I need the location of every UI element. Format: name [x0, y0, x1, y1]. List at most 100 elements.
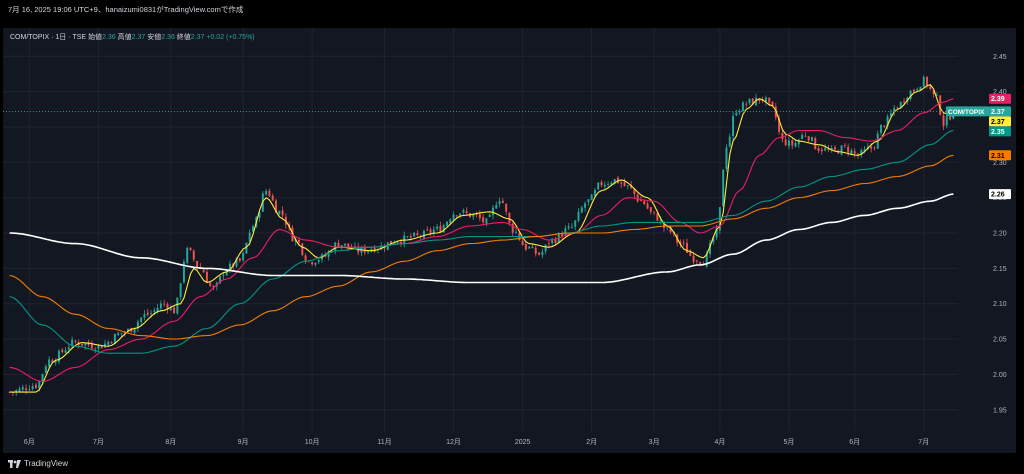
candle-body [94, 349, 97, 351]
x-tick-label: 2月 [586, 438, 597, 446]
symbol-price-tag [946, 106, 989, 117]
candle-body [623, 182, 626, 187]
candle-body [653, 211, 656, 213]
candle-body [488, 214, 491, 217]
candle-body [781, 132, 784, 140]
price-tag [989, 106, 1011, 117]
candle-body [482, 217, 485, 223]
tradingview-logo-icon [8, 459, 21, 468]
ma-fast-line [9, 83, 954, 393]
x-tick-label: 10月 [305, 438, 320, 446]
chart-area[interactable]: 1.952.002.052.102.152.202.252.302.352.40… [3, 28, 1016, 453]
candle-body [192, 250, 195, 260]
x-tick-label: 6月 [849, 438, 860, 446]
candle-body [97, 344, 100, 349]
candle-body [67, 347, 70, 350]
price-axis [958, 28, 1016, 453]
x-tick-label: 6月 [24, 438, 35, 446]
tradingview-brand: TradingView [24, 459, 69, 468]
candle-body [735, 112, 738, 116]
price-tag [989, 189, 1011, 200]
candle-body [538, 252, 541, 255]
candle-body [886, 116, 889, 127]
candle-body [597, 182, 600, 190]
y-tick-label: 2.05 [993, 337, 1007, 344]
candle-body [916, 89, 919, 91]
x-tick-label: 5月 [783, 438, 794, 446]
candle-body [797, 139, 800, 145]
legend-close-label: 終値 [176, 34, 191, 41]
candle-body [449, 219, 452, 223]
candle-body [462, 210, 465, 213]
candle-body [245, 242, 248, 254]
candle-body [620, 182, 623, 184]
candle-body [146, 312, 149, 315]
candle-body [324, 255, 327, 257]
candle-body [251, 226, 254, 232]
candle-body [436, 226, 439, 229]
candle-body [561, 233, 564, 237]
candle-body [705, 253, 708, 267]
legend-open-label: 始値 [88, 34, 103, 41]
candle-body [695, 260, 698, 262]
candle-body [761, 100, 764, 101]
price-tag-label: 2.35 [991, 129, 1005, 136]
candle-body [439, 225, 442, 233]
candle-body [25, 388, 28, 391]
x-tick-label: 2025 [515, 439, 531, 446]
candle-body [265, 190, 268, 195]
candle-body [18, 388, 21, 392]
candle-body [587, 199, 590, 203]
candle-body [600, 182, 603, 186]
candle-body [344, 243, 347, 246]
candle-body [41, 373, 44, 382]
candle-body [929, 85, 932, 89]
y-tick-label: 2.10 [993, 301, 1007, 308]
price-tag-label: 2.37 [991, 109, 1005, 116]
candle-body [71, 339, 74, 347]
candle-body [659, 220, 662, 222]
candle-body [863, 149, 866, 152]
candle-body [380, 245, 383, 250]
candle-body [275, 200, 277, 213]
candle-body [478, 213, 481, 219]
price-chart[interactable]: 1.952.002.052.102.152.202.252.302.352.40… [3, 28, 1016, 453]
y-tick-label: 2.40 [993, 89, 1007, 96]
candle-body [110, 342, 113, 343]
candle-body [485, 218, 488, 224]
candle-body [833, 147, 836, 150]
candle-body [932, 90, 935, 95]
ma-200-line [9, 193, 954, 284]
candle-body [28, 389, 31, 391]
candle-body [820, 149, 823, 152]
candle-body [718, 207, 721, 231]
candle-body [156, 307, 159, 312]
candle-body [912, 89, 915, 92]
candle-body [810, 137, 813, 141]
candle-body [732, 115, 735, 137]
x-tick-label: 4月 [714, 438, 725, 446]
candle-body [515, 231, 518, 233]
candle-body [942, 115, 945, 127]
candle-body [607, 183, 610, 185]
candle-body [745, 103, 748, 105]
candle-body [133, 327, 136, 333]
candle-body [935, 94, 938, 96]
tradingview-logo[interactable]: TradingView [8, 459, 68, 468]
candle-body [238, 258, 241, 261]
candle-body [182, 261, 185, 283]
candle-body [268, 190, 271, 197]
candle-body [699, 262, 702, 265]
candle-body [465, 211, 468, 213]
candle-body [574, 220, 577, 227]
candle-body [768, 97, 771, 103]
candle-body [48, 359, 51, 367]
candle-body [794, 142, 797, 147]
candle-body [728, 136, 731, 147]
candle-body [140, 317, 143, 323]
candle-body [715, 228, 718, 238]
candle-body [505, 203, 508, 212]
candle-body [90, 344, 93, 349]
candle-body [304, 255, 307, 262]
candle-body [219, 276, 222, 284]
